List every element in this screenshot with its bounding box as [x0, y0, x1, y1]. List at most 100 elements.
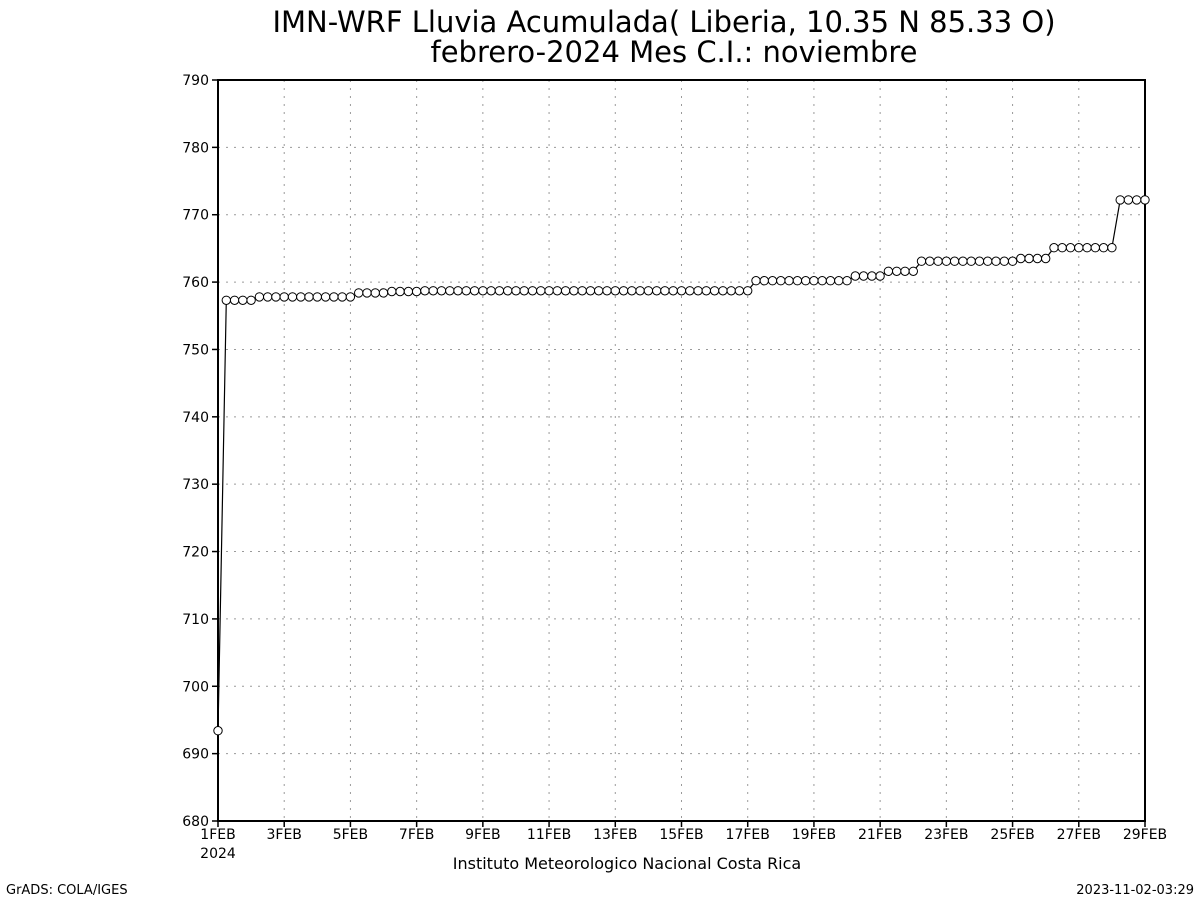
data-point — [1065, 243, 1076, 253]
x-tick-label: 1FEB — [200, 827, 235, 843]
x-tick-label: 21FEB — [858, 827, 902, 843]
data-point — [759, 276, 769, 286]
y-tick-label: 720 — [182, 545, 209, 561]
data-point — [726, 286, 736, 296]
data-point — [362, 288, 372, 298]
x-tick-label: 7FEB — [399, 827, 434, 843]
y-tick-label: 770 — [182, 208, 209, 224]
data-point — [941, 256, 952, 266]
y-tick-label: 780 — [182, 140, 209, 156]
timestamp: 2023-11-02-03:29 — [1076, 883, 1194, 898]
data-point — [287, 292, 298, 302]
chart-subtitle: febrero-2024 Mes C.I.: noviembre — [430, 35, 917, 69]
data-point — [560, 286, 571, 296]
data-point — [908, 266, 918, 276]
data-point — [213, 726, 223, 736]
y-tick-label: 700 — [182, 679, 209, 695]
x-tick-label: 17FEB — [726, 827, 770, 843]
x-tick-label: 11FEB — [527, 827, 571, 843]
y-tick-label: 740 — [182, 410, 209, 426]
institution-credit: Instituto Meteorologico Nacional Costa R… — [453, 854, 801, 873]
y-tick-label: 710 — [182, 612, 209, 628]
y-tick-label: 750 — [182, 342, 209, 358]
data-point — [354, 288, 364, 298]
data-point — [602, 286, 612, 296]
data-point — [618, 286, 629, 296]
data-point — [842, 276, 852, 286]
data-point — [221, 295, 232, 305]
data-point — [544, 286, 554, 296]
data-point — [685, 286, 695, 296]
data-point — [643, 286, 654, 296]
data-point — [238, 295, 248, 305]
data-point — [569, 286, 579, 296]
data-point — [1049, 243, 1059, 253]
data-point — [668, 286, 678, 296]
data-point — [867, 271, 877, 281]
data-point — [1107, 243, 1117, 253]
x-tick-label: 19FEB — [792, 827, 836, 843]
data-series — [213, 195, 1150, 736]
data-point — [933, 256, 943, 266]
data-point — [958, 256, 968, 266]
data-point — [461, 286, 471, 296]
data-point — [527, 286, 538, 296]
data-point — [809, 276, 819, 286]
data-point — [974, 256, 985, 266]
data-point — [776, 276, 786, 286]
data-point — [519, 286, 529, 296]
data-point — [652, 286, 662, 296]
data-point — [817, 276, 827, 286]
data-point — [395, 286, 405, 297]
data-point — [701, 286, 711, 296]
data-point — [1098, 243, 1109, 253]
data-point — [320, 292, 331, 302]
y-tick-label: 790 — [182, 73, 209, 89]
data-point — [304, 292, 314, 302]
data-point — [925, 256, 935, 266]
data-point — [635, 286, 645, 296]
data-point — [660, 286, 670, 296]
x-tick-label: 27FEB — [1057, 827, 1101, 843]
data-point — [1082, 243, 1092, 253]
data-point — [743, 286, 753, 296]
data-point — [900, 266, 910, 276]
data-point — [1024, 253, 1034, 264]
data-point — [1057, 243, 1067, 253]
y-tick-label: 760 — [182, 275, 209, 291]
data-point — [370, 288, 380, 298]
data-point — [1041, 253, 1051, 264]
plot-frame — [217, 79, 1146, 822]
data-point — [834, 276, 844, 286]
data-point — [1140, 195, 1150, 205]
data-point — [229, 295, 240, 305]
y-tick-label: 690 — [182, 747, 209, 763]
data-point — [767, 276, 778, 286]
data-point — [494, 286, 505, 296]
data-point — [1132, 195, 1142, 205]
data-point — [378, 288, 389, 298]
data-point — [594, 286, 604, 296]
data-point — [784, 276, 794, 286]
data-point — [1123, 195, 1134, 205]
data-point — [892, 266, 902, 276]
x-tick-label: 3FEB — [267, 827, 302, 843]
data-point — [875, 271, 885, 281]
data-point — [503, 286, 513, 296]
x-tick-label: 9FEB — [465, 827, 500, 843]
data-point — [858, 271, 869, 281]
data-point — [478, 286, 488, 296]
axes: 680 690 700 710 720 730 740 750 760 770 780 790 1FEB… — [182, 73, 1167, 843]
x-tick-label: 29FEB — [1123, 827, 1167, 843]
data-point — [411, 286, 422, 297]
data-point — [1007, 256, 1018, 266]
data-point — [453, 286, 463, 296]
x-tick-label: 23FEB — [924, 827, 968, 843]
data-point — [1074, 243, 1084, 253]
data-point — [709, 286, 720, 296]
data-point — [469, 286, 480, 296]
x-tick-label: 13FEB — [593, 827, 637, 843]
data-point — [966, 256, 976, 266]
data-point — [536, 286, 546, 296]
